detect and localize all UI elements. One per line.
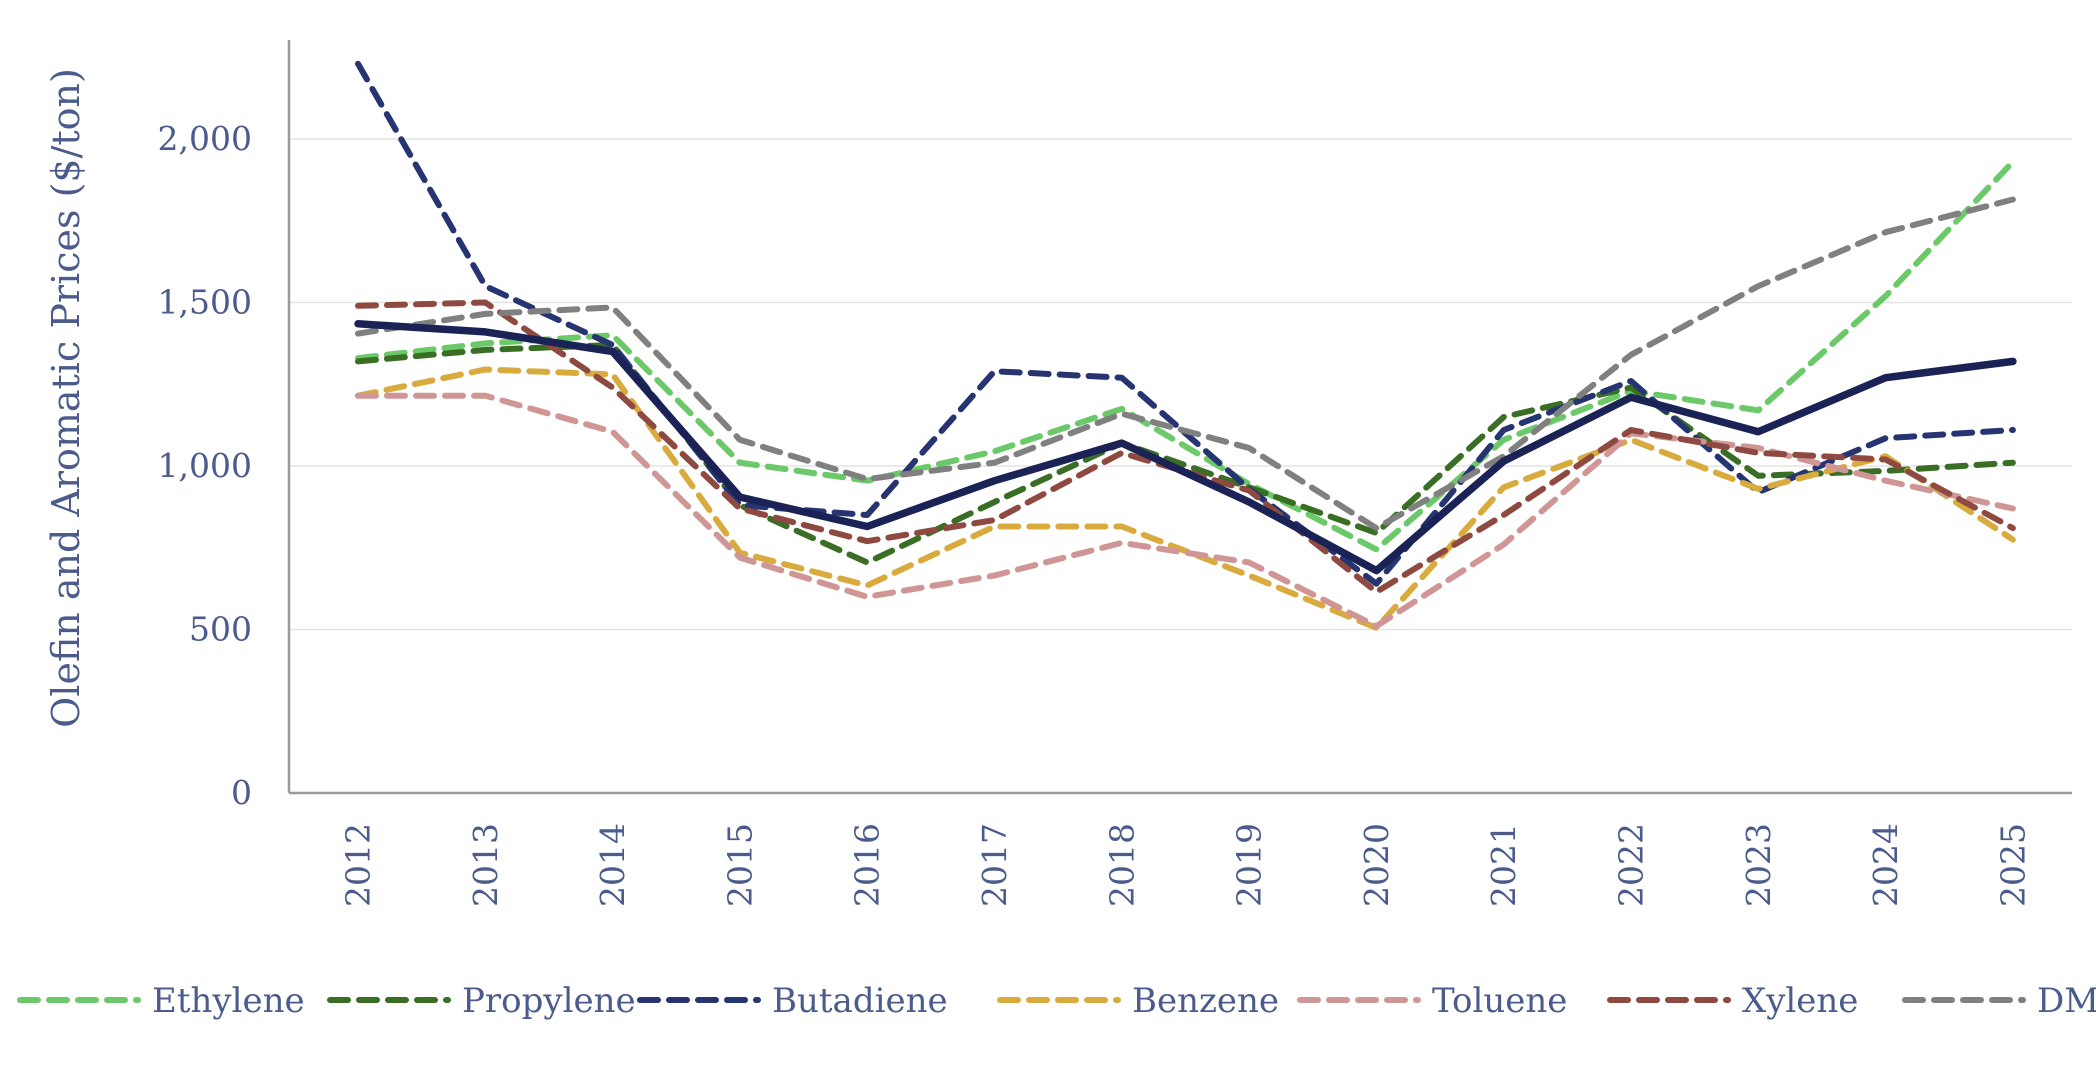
y-tick-label: 1,000	[158, 446, 252, 485]
y-axis-title: Olefin and Aromatic Prices ($/ton)	[44, 68, 88, 728]
legend-label-toluene: Toluene	[1432, 981, 1567, 1021]
x-tick-label: 2017	[975, 823, 1014, 907]
x-tick-label: 2024	[1866, 823, 1905, 907]
legend-label-propylene: Propylene	[462, 981, 636, 1021]
series-lines	[354, 60, 2017, 631]
y-tick-label: 2,000	[158, 119, 252, 158]
series-line-average	[354, 320, 2017, 575]
x-tick-label: 2016	[848, 823, 887, 907]
legend-label-ethylene: Ethylene	[152, 981, 305, 1021]
x-tick-label: 2023	[1739, 823, 1778, 907]
legend: Ethylene Propylene Butadiene Benzene Toluene…	[17, 981, 2096, 1021]
x-tick-label: 2014	[593, 823, 632, 907]
legend-label-dmt: DMT	[2037, 981, 2096, 1021]
series-line-ethylene	[355, 158, 2016, 553]
legend-label-butadiene: Butadiene	[772, 981, 948, 1021]
x-tick-label: 2019	[1230, 823, 1269, 907]
x-tick-label: 2015	[720, 823, 759, 907]
series-line-toluene	[355, 392, 2016, 630]
x-tick-label: 2018	[1102, 823, 1141, 907]
series-line-butadiene	[355, 60, 2016, 587]
y-tick-label: 500	[189, 610, 252, 649]
series-line-dmt	[355, 196, 2016, 532]
legend-label-benzene: Benzene	[1132, 981, 1279, 1021]
x-tick-label: 2020	[1357, 823, 1396, 907]
axes	[287, 40, 2072, 795]
y-tick-label: 0	[231, 773, 252, 812]
x-tick-label: 2012	[339, 823, 378, 907]
gridlines	[289, 138, 2072, 631]
series-line-benzene	[355, 366, 2016, 631]
y-tick-labels: 0 500 1,000 1,500 2,000	[158, 119, 252, 812]
x-tick-label: 2013	[466, 823, 505, 907]
y-tick-label: 1,500	[158, 283, 252, 322]
x-tick-label: 2022	[1612, 823, 1651, 907]
x-tick-label: 2021	[1484, 823, 1523, 907]
x-tick-labels: 2012 2013 2014 2015 2016 2017 2018 2019 2020 2021…	[339, 823, 2033, 907]
x-tick-label: 2025	[1993, 823, 2032, 907]
legend-label-xylene: Xylene	[1742, 981, 1858, 1021]
